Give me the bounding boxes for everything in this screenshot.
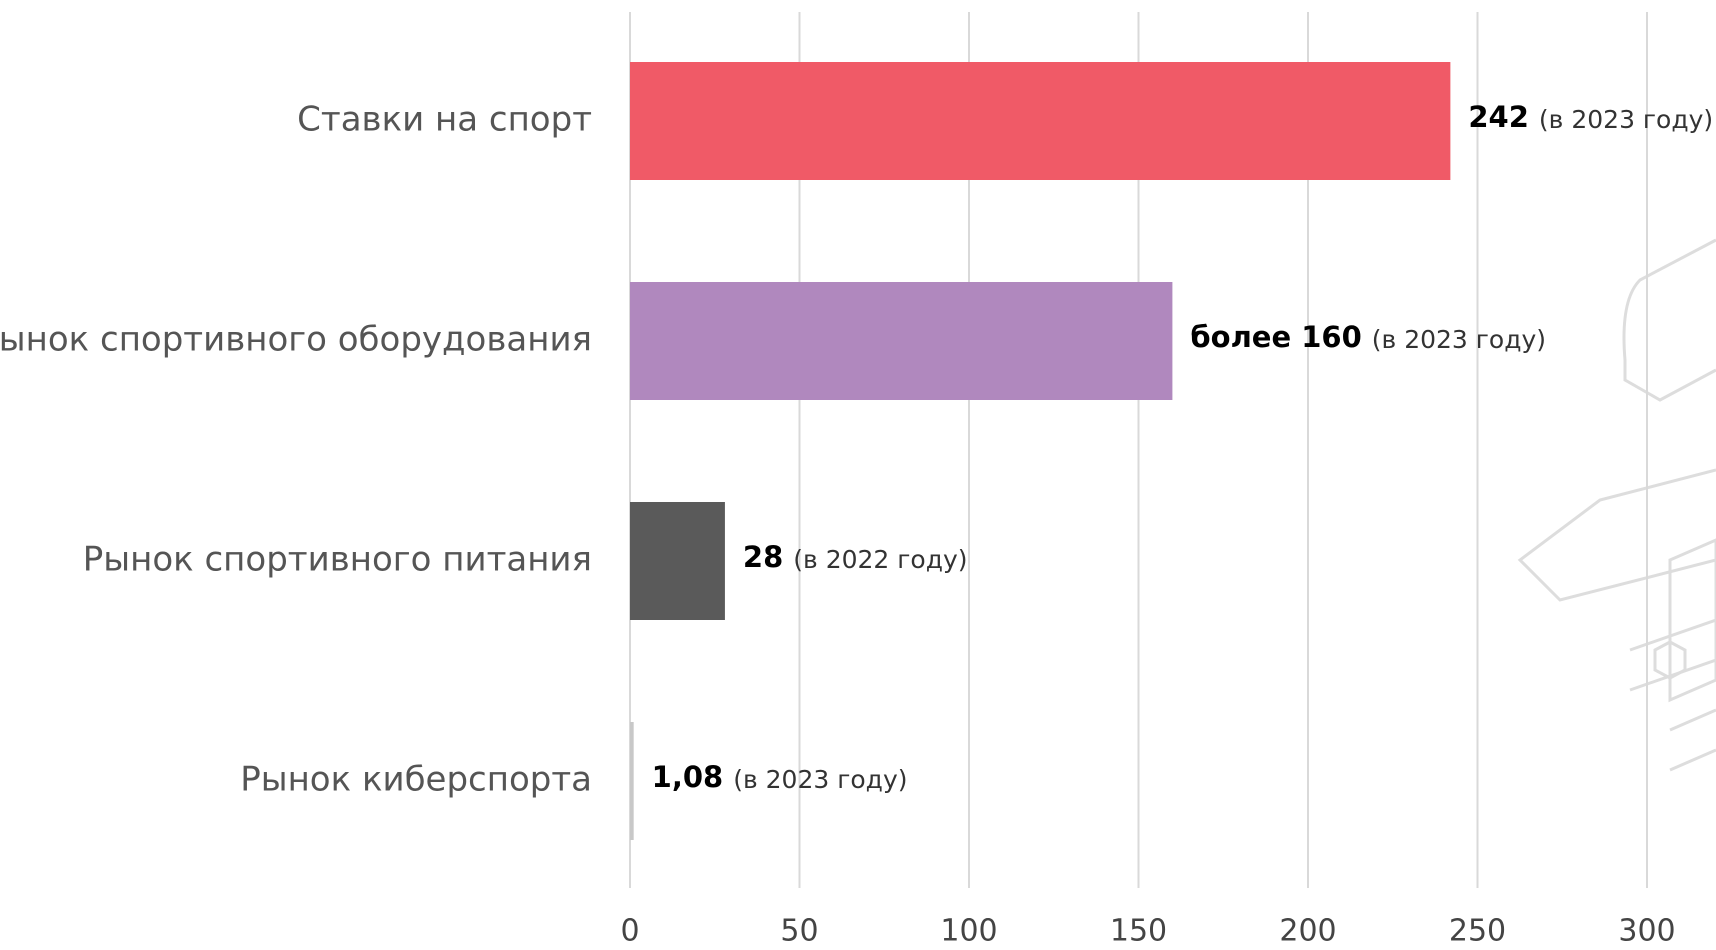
x-tick-label: 50 xyxy=(780,914,818,949)
bar xyxy=(630,722,634,840)
x-tick-label: 100 xyxy=(940,914,997,949)
category-label: Ставки на спорт xyxy=(297,100,592,140)
value-label: более 160 xyxy=(1190,320,1361,354)
category-label: Рынок спортивного питания xyxy=(83,540,592,580)
x-tick-label: 200 xyxy=(1279,914,1336,949)
bar xyxy=(630,282,1173,400)
x-tick-label: 300 xyxy=(1618,914,1675,949)
x-tick-label: 250 xyxy=(1449,914,1506,949)
value-label: 242 xyxy=(1468,100,1529,134)
x-tick-label: 0 xyxy=(620,914,639,949)
value-note: (в 2023 году) xyxy=(733,765,907,794)
category-label: Рынок спортивного оборудования xyxy=(0,320,592,360)
value-note: (в 2022 году) xyxy=(793,545,967,574)
decoration xyxy=(1517,238,1716,772)
value-note: (в 2023 году) xyxy=(1539,105,1713,134)
value-label: 1,08 xyxy=(652,760,724,794)
value-label: 28 xyxy=(743,540,783,574)
value-note: (в 2023 году) xyxy=(1372,325,1546,354)
bar xyxy=(630,62,1451,180)
category-label: Рынок киберспорта xyxy=(240,760,592,800)
x-tick-label: 150 xyxy=(1110,914,1167,949)
bar xyxy=(630,502,725,620)
